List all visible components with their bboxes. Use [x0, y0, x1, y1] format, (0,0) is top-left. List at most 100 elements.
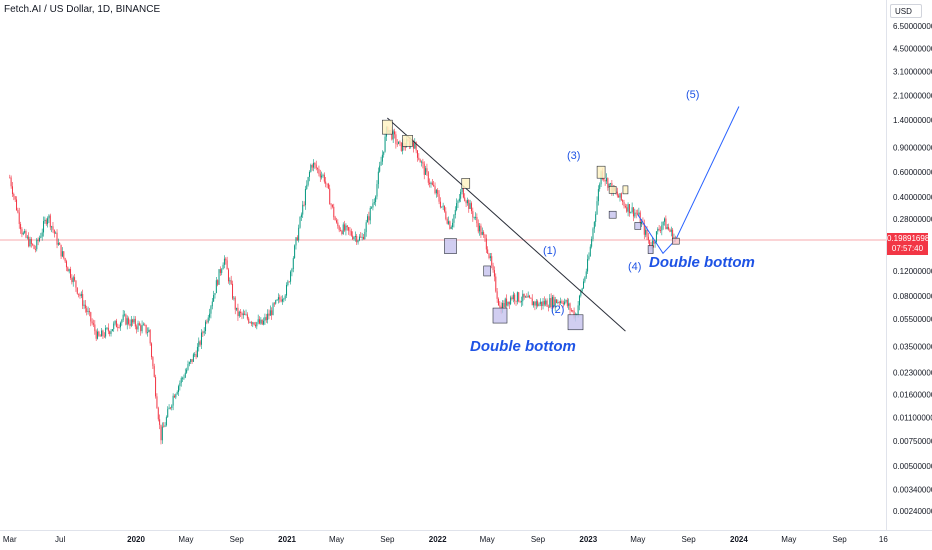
candle-body-82 [119, 322, 121, 328]
marker-box-11 [634, 222, 642, 230]
candle-body-201 [280, 299, 282, 302]
marker-box-9 [608, 210, 617, 219]
candle-body-399 [547, 306, 549, 308]
candle-body-384 [527, 295, 529, 298]
candle-body-360 [495, 276, 497, 292]
candle-body-71 [105, 328, 107, 337]
candle-body-444 [608, 183, 610, 188]
candle-body-127 [180, 378, 182, 384]
y-tick-label-0: 6.50000000 [893, 22, 932, 31]
x-tick-label-11: 2023 [579, 535, 597, 544]
candle-body-307 [423, 163, 425, 175]
y-axis-ticks: 6.50000000 4.50000000 3.10000000 2.10000000… [893, 22, 932, 516]
candle-body-457 [626, 207, 628, 212]
candle-body-189 [264, 317, 266, 321]
y-tick-label-20: 0.00240000 [893, 507, 932, 516]
candle-body-381 [523, 293, 525, 298]
candle-body-417 [572, 310, 574, 312]
candle-body-158 [222, 264, 224, 270]
candle-body-92 [133, 318, 135, 323]
candle-body-62 [92, 323, 94, 325]
candle-body-139 [196, 346, 198, 358]
candle-body-334 [460, 191, 462, 199]
candle-body-18 [33, 245, 35, 250]
candle-body-260 [360, 236, 362, 238]
candle-body-30 [49, 215, 51, 228]
candle-body-474 [649, 240, 651, 247]
candle-body-180 [252, 322, 254, 324]
candle-body-73 [107, 327, 109, 332]
candle-body-239 [331, 204, 333, 207]
candle-body-27 [45, 219, 47, 225]
candle-body-372 [511, 297, 513, 300]
candle-body-481 [658, 228, 660, 231]
candle-body-80 [117, 327, 119, 328]
candle-body-143 [202, 332, 204, 334]
candle-body-319 [439, 201, 441, 208]
candle-body-25 [43, 221, 45, 233]
candle-body-409 [561, 301, 563, 304]
candle-body-318 [438, 194, 440, 202]
candle-body-269 [372, 203, 374, 208]
x-axis-divider [0, 530, 932, 531]
candle-body-125 [178, 386, 180, 393]
candle-body-193 [269, 310, 271, 316]
candle-body-4 [14, 196, 16, 200]
candle-body-162 [227, 269, 229, 282]
candle-body-69 [102, 330, 104, 336]
candle-body-178 [249, 322, 251, 324]
candle-body-422 [578, 295, 580, 306]
candle-body-257 [356, 235, 358, 243]
candle-body-119 [169, 407, 171, 409]
candle-body-411 [564, 301, 566, 305]
candle-body-22 [38, 237, 40, 241]
candle-body-300 [414, 142, 416, 149]
candle-body-24 [41, 232, 43, 237]
candle-body-109 [156, 396, 158, 409]
candle-body-325 [448, 221, 450, 224]
candle-body-188 [263, 320, 265, 325]
candle-body-243 [337, 222, 339, 227]
candle-body-151 [213, 294, 215, 302]
candle-body-405 [556, 299, 558, 304]
candle-body-49 [75, 280, 77, 288]
candle-body-344 [473, 217, 475, 218]
candle-body-410 [562, 303, 564, 305]
candle-body-428 [587, 259, 589, 272]
candle-body-38 [60, 244, 62, 257]
candle-body-355 [488, 253, 490, 259]
candle-body-252 [349, 230, 351, 232]
candle-body-34 [55, 232, 57, 234]
candle-body-320 [441, 206, 443, 208]
candle-body-486 [665, 218, 667, 230]
candle-body-198 [276, 299, 278, 301]
candle-body-213 [296, 237, 298, 241]
candle-body-287 [396, 143, 398, 145]
currency-selector[interactable]: USD [890, 4, 922, 18]
candle-body-323 [445, 211, 447, 219]
candle-body-488 [668, 226, 670, 230]
candle-body-132 [187, 364, 189, 370]
candle-body-433 [593, 221, 595, 229]
candle-body-13 [26, 236, 28, 238]
candle-body-356 [489, 256, 491, 259]
candle-body-0 [9, 177, 11, 179]
candle-body-401 [550, 298, 552, 308]
candle-body-10 [22, 232, 24, 235]
candle-body-324 [446, 218, 448, 224]
candle-body-14 [28, 236, 30, 247]
candle-body-196 [273, 303, 275, 305]
candle-body-264 [365, 222, 367, 233]
candle-body-431 [591, 238, 593, 247]
candle-body-276 [381, 154, 383, 162]
x-tick-label-10: Sep [531, 535, 546, 544]
candle-body-251 [348, 227, 350, 231]
candle-body-146 [206, 321, 208, 323]
candle-body-451 [618, 195, 620, 198]
candle-body-443 [607, 178, 609, 188]
candle-body-95 [137, 323, 139, 330]
candle-body-130 [184, 372, 186, 378]
candle-body-463 [634, 212, 636, 217]
candle-body-173 [242, 313, 244, 316]
